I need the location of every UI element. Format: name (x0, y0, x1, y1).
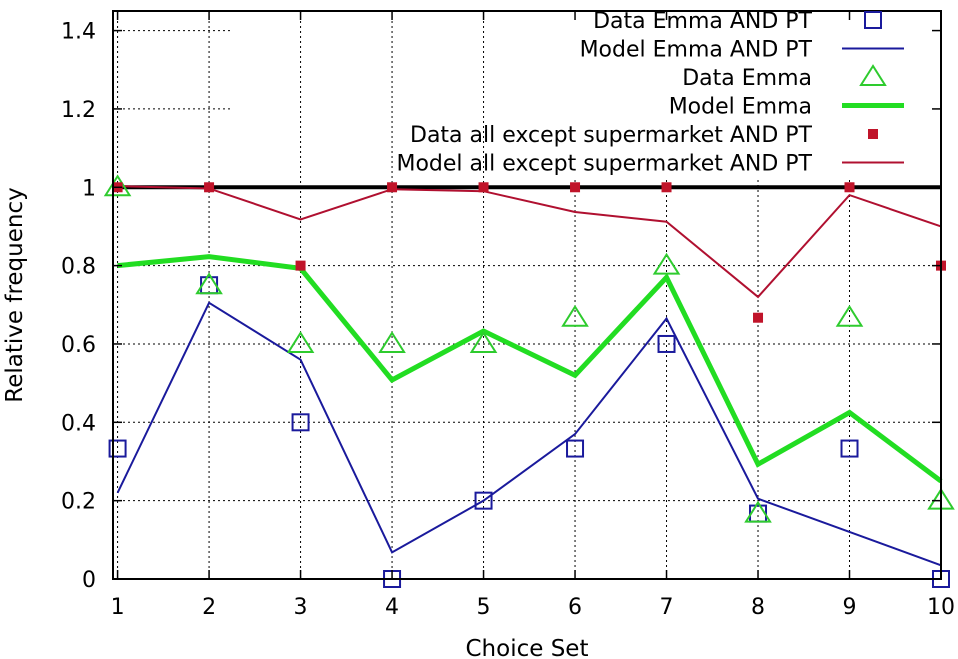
series-layer (103, 174, 955, 588)
y-tick-label-1: 0.2 (61, 490, 96, 515)
legend-swatch-4 (868, 129, 878, 139)
series-4-point-3 (295, 260, 306, 271)
x-tick-label-2: 2 (202, 595, 216, 620)
series-2-point-5 (469, 331, 498, 353)
series-4 (112, 182, 946, 323)
tick-marks (113, 11, 942, 580)
legend-entry-0: Data Emma AND PT (593, 9, 882, 34)
y-tick-label-0: 0 (82, 568, 96, 593)
series-2-point-1 (103, 174, 132, 197)
series-2-point-7 (652, 252, 681, 275)
series-4-point-7 (661, 182, 672, 193)
legend-label-2: Data Emma (682, 66, 812, 91)
legend-swatch-0 (864, 11, 882, 29)
series-4-point-4 (387, 182, 398, 193)
legend-swatch-2 (859, 64, 887, 86)
series-0 (108, 276, 950, 588)
series-2-point-9 (835, 304, 864, 327)
legend-label-3: Model Emma (669, 95, 812, 120)
x-tick-label-9: 9 (843, 595, 857, 620)
series-1-line (116, 301, 942, 567)
legend-entry-5: Model all except supermarket AND PT (396, 152, 904, 177)
legend-label-0: Data Emma AND PT (593, 9, 812, 34)
x-tick-label-1: 1 (111, 595, 125, 620)
x-tick-label-3: 3 (294, 595, 308, 620)
legend-label-1: Model Emma AND PT (580, 38, 813, 63)
x-tick-label-4: 4 (385, 595, 399, 620)
y-tick-label-4: 0.8 (61, 255, 96, 280)
series-3 (117, 254, 943, 484)
series-4-point-2 (204, 182, 215, 193)
y-tick-label-5: 1 (82, 176, 96, 201)
series-2-point-8 (744, 500, 772, 523)
series-0-point-5 (474, 491, 493, 510)
y-tick-label-7: 1.4 (61, 20, 96, 45)
series-5-line (117, 185, 942, 299)
series-2-point-4 (378, 331, 406, 353)
y-tick-labels: 0 0.2 0.4 0.6 0.8 1 1.2 1.4 (61, 20, 96, 593)
series-4-point-5 (478, 182, 489, 193)
series-5 (117, 185, 942, 299)
series-4-point-6 (570, 182, 581, 193)
series-0-point-1 (108, 439, 127, 458)
x-tick-label-6: 6 (568, 595, 582, 620)
x-tick-label-8: 8 (751, 595, 765, 620)
x-tick-label-10: 10 (927, 595, 955, 620)
x-tick-label-5: 5 (477, 595, 491, 620)
x-tick-labels: 1 2 3 4 5 6 7 8 9 10 (111, 595, 955, 620)
legend-entry-1: Model Emma AND PT (580, 38, 904, 63)
x-axis-label: Choice Set (466, 636, 589, 659)
y-axis-label: Relative frequency (2, 187, 28, 402)
series-2-point-6 (561, 304, 589, 327)
grid (113, 11, 942, 580)
y-tick-label-3: 0.6 (61, 333, 96, 358)
legend-entry-2: Data Emma (682, 64, 887, 91)
x-tick-label-7: 7 (660, 595, 674, 620)
series-3-line (117, 254, 943, 484)
plot-frame (112, 10, 942, 580)
y-tick-label-6: 1.2 (61, 98, 96, 123)
series-1 (116, 301, 942, 567)
series-0-point-8 (749, 504, 768, 523)
series-0-point-3 (291, 413, 310, 432)
legend-entry-3: Model Emma (669, 95, 904, 120)
series-2 (103, 174, 955, 523)
series-4-point-8 (753, 312, 764, 323)
series-2-point-2 (195, 272, 223, 295)
y-tick-label-2: 0.4 (61, 411, 96, 436)
legend-label-4: Data all except supermarket AND PT (410, 123, 813, 148)
legend-label-5: Model all except supermarket AND PT (396, 152, 812, 177)
legend-entry-4: Data all except supermarket AND PT (410, 123, 878, 148)
series-2-point-3 (286, 331, 315, 353)
series-4-point-9 (844, 182, 855, 193)
series-0-point-9 (840, 439, 859, 458)
legend: Data Emma AND PT Model Emma AND PT Data Em… (396, 9, 904, 177)
series-0-point-6 (566, 439, 585, 458)
series-0-point-7 (657, 334, 676, 353)
series-0-point-2 (200, 276, 219, 295)
